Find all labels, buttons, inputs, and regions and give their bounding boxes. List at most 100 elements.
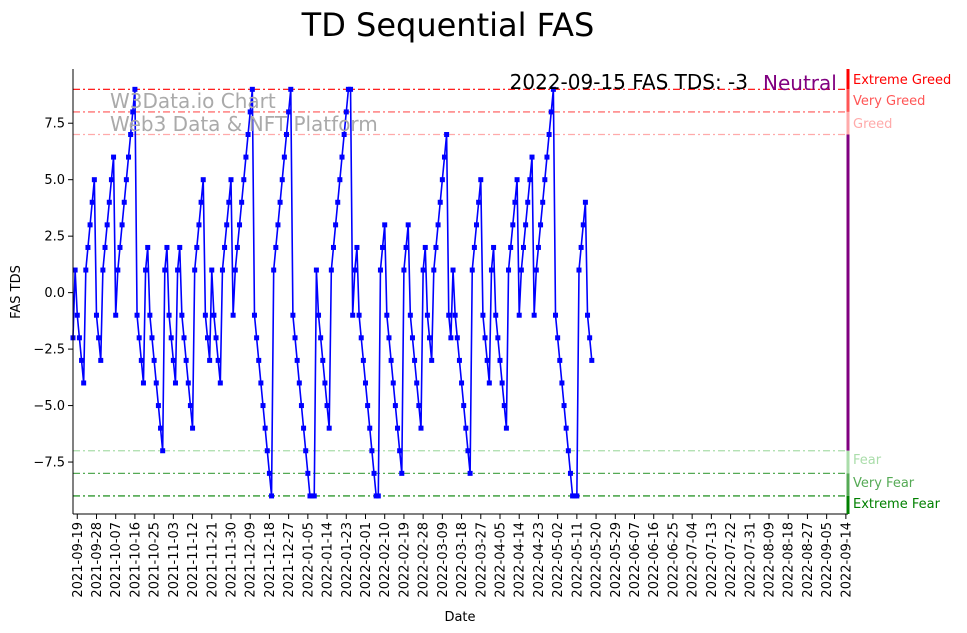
data-point: [132, 86, 138, 92]
zone-label-very-greed: Very Greed: [853, 94, 925, 109]
data-point: [232, 267, 238, 273]
x-tick-label: 2022-05-02: [551, 522, 566, 598]
data-point: [271, 267, 277, 273]
data-point: [429, 357, 435, 363]
status-mood: Neutral: [763, 71, 837, 95]
data-point: [433, 244, 439, 250]
data-point: [335, 199, 341, 205]
data-point: [518, 267, 524, 273]
data-point: [262, 425, 268, 431]
data-point: [424, 312, 430, 318]
data-point: [465, 448, 471, 454]
data-point: [407, 312, 413, 318]
data-point: [89, 199, 95, 205]
x-tick-label: 2021-09-19: [71, 522, 86, 598]
y-tick-label: 0.0: [44, 286, 65, 301]
data-point: [153, 380, 159, 386]
data-point: [431, 267, 437, 273]
x-tick-label: 2021-11-03: [167, 522, 182, 598]
x-tick-label: 2022-05-20: [590, 522, 605, 598]
data-point: [264, 448, 270, 454]
data-point: [461, 403, 467, 409]
data-point: [377, 267, 383, 273]
data-point: [113, 312, 119, 318]
data-point: [183, 357, 189, 363]
data-point: [322, 380, 328, 386]
data-point: [354, 244, 360, 250]
data-point: [420, 267, 426, 273]
data-point: [582, 199, 588, 205]
data-point: [531, 312, 537, 318]
data-point: [474, 222, 480, 228]
data-point: [486, 380, 492, 386]
data-point: [382, 222, 388, 228]
data-point: [516, 312, 522, 318]
data-point: [467, 470, 473, 476]
data-point: [375, 493, 381, 499]
series-line: [72, 88, 593, 497]
data-point: [290, 312, 296, 318]
data-point: [106, 199, 112, 205]
x-tick-label: 2021-11-30: [224, 522, 239, 598]
data-point: [399, 470, 405, 476]
zone-label-greed: Greed: [853, 117, 892, 132]
x-tick-label: 2022-07-13: [705, 522, 720, 598]
data-point: [589, 357, 595, 363]
data-point: [192, 267, 198, 273]
data-point: [219, 267, 225, 273]
data-point: [164, 244, 170, 250]
x-tick-label: 2022-02-01: [359, 522, 374, 598]
data-point: [395, 425, 401, 431]
data-point: [585, 312, 591, 318]
x-tick-label: 2022-03-09: [436, 522, 451, 598]
data-point: [405, 222, 411, 228]
x-tick-label: 2022-01-23: [340, 522, 355, 598]
data-point: [87, 222, 93, 228]
data-point: [111, 154, 117, 160]
data-point: [339, 154, 345, 160]
data-point: [155, 403, 161, 409]
data-point: [126, 154, 132, 160]
x-tick-label: 2021-09-28: [90, 522, 105, 598]
data-point: [559, 380, 565, 386]
data-point: [557, 357, 563, 363]
x-tick-label: 2021-12-18: [263, 522, 278, 598]
data-point: [145, 244, 151, 250]
zone-label-extreme-greed: Extreme Greed: [853, 73, 951, 88]
data-point: [117, 244, 123, 250]
data-point: [580, 222, 586, 228]
data-point: [158, 425, 164, 431]
data-point: [418, 425, 424, 431]
data-point: [538, 222, 544, 228]
data-point: [499, 380, 505, 386]
data-point: [217, 380, 223, 386]
data-point: [149, 335, 155, 341]
data-point: [254, 335, 260, 341]
data-point: [369, 448, 375, 454]
data-point: [301, 425, 307, 431]
data-point: [243, 154, 249, 160]
data-point: [121, 199, 127, 205]
data-point: [478, 177, 484, 183]
data-point: [333, 222, 339, 228]
data-point: [286, 109, 292, 115]
x-tick-label: 2022-07-04: [686, 522, 701, 598]
data-point: [350, 312, 356, 318]
data-point: [348, 86, 354, 92]
data-point: [371, 470, 377, 476]
data-point: [326, 425, 332, 431]
data-point: [561, 403, 567, 409]
data-point: [446, 312, 452, 318]
data-point: [471, 244, 477, 250]
data-point: [324, 403, 330, 409]
data-point: [535, 244, 541, 250]
data-point: [177, 244, 183, 250]
y-tick-label: 7.5: [44, 117, 65, 132]
data-point: [298, 403, 304, 409]
data-point: [390, 380, 396, 386]
data-point: [108, 177, 114, 183]
data-point: [179, 312, 185, 318]
data-point: [412, 357, 418, 363]
data-point: [563, 425, 569, 431]
zone-label-extreme-fear: Extreme Fear: [853, 497, 941, 512]
